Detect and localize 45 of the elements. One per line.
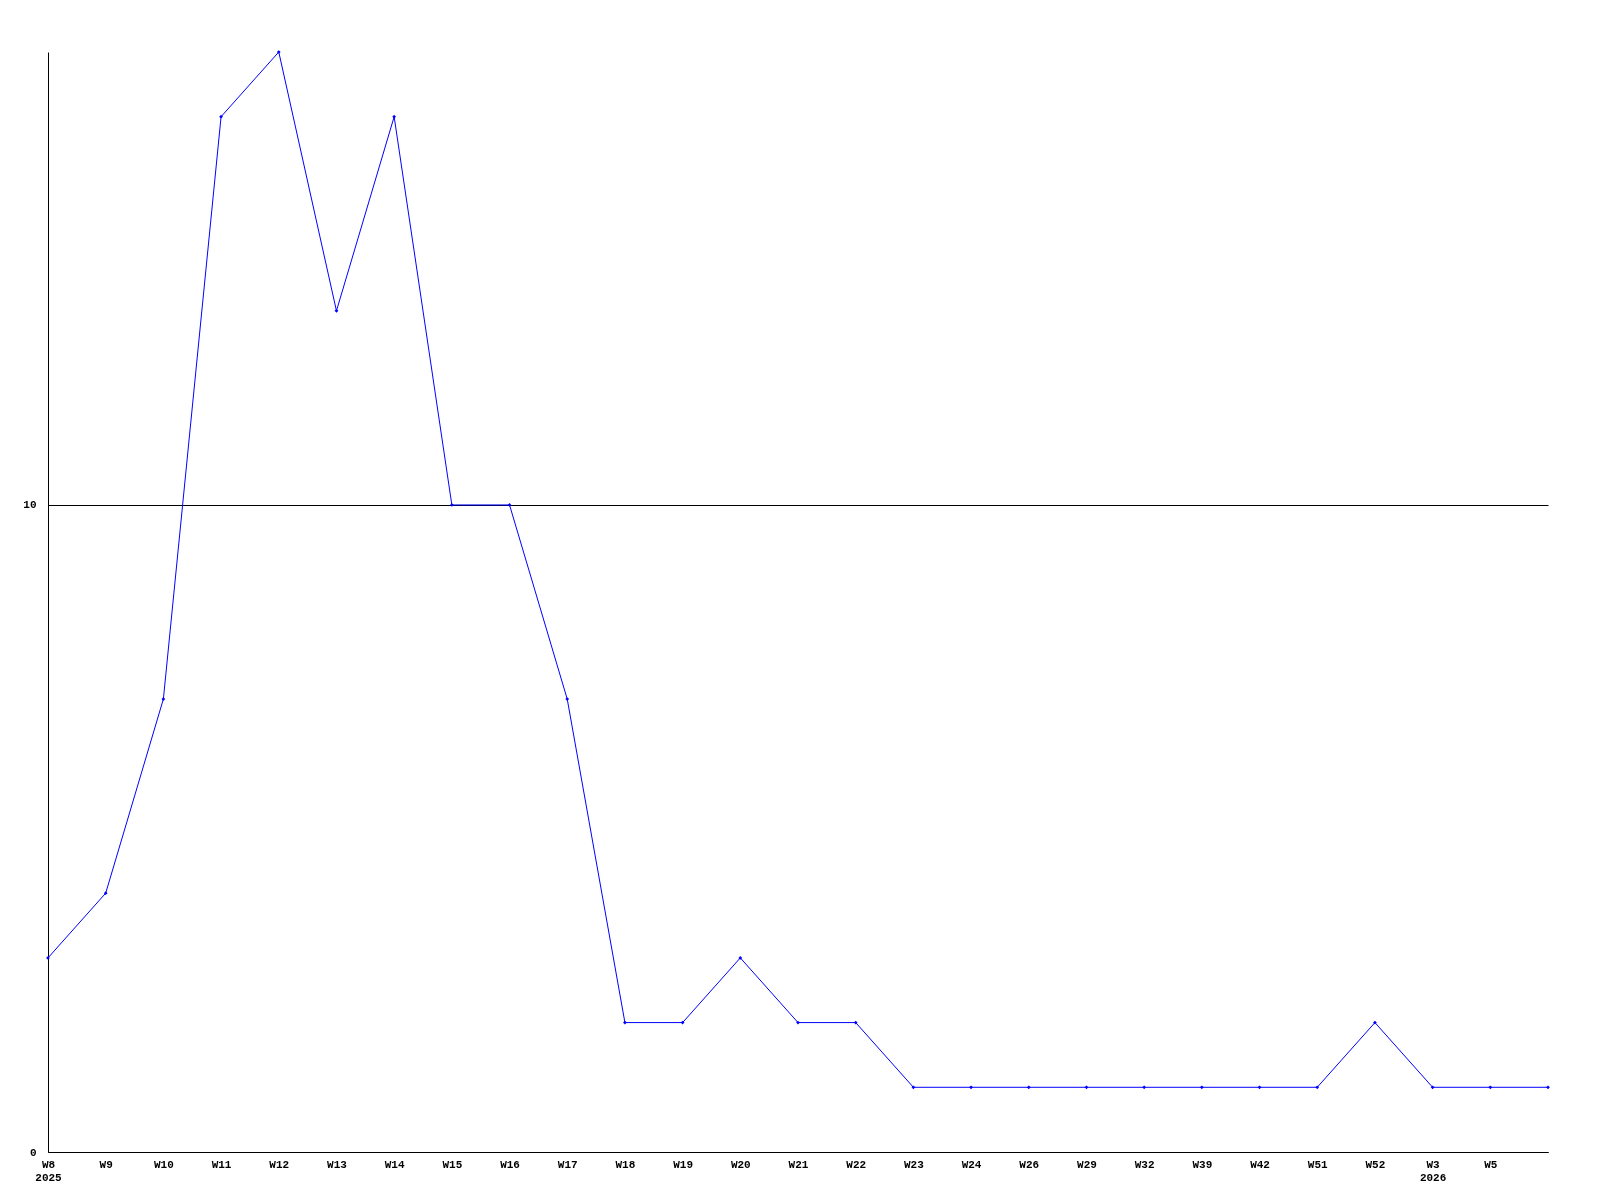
x-tick-label: W15 <box>442 1158 463 1171</box>
x-tick-label: W23 <box>903 1158 925 1171</box>
point <box>507 503 512 507</box>
point <box>1084 1085 1089 1090</box>
point <box>276 50 281 54</box>
y-tick-label: 10 <box>23 499 37 512</box>
x-tick-label: W32 <box>1134 1158 1155 1171</box>
x-tick-label: W10 <box>153 1158 174 1171</box>
point <box>1142 1085 1147 1090</box>
point <box>392 114 397 119</box>
point <box>161 697 166 701</box>
x-tick-label: W14 <box>384 1158 405 1171</box>
point <box>334 308 339 313</box>
x-tick-label: W39 <box>1192 1158 1213 1171</box>
point <box>969 1085 973 1090</box>
x-tick-label: W9 <box>99 1158 113 1171</box>
y-tick-label: 0 <box>29 1146 37 1159</box>
point <box>796 1020 800 1025</box>
x-tick-label: W42 <box>1250 1158 1270 1171</box>
x-tick-label: W26 <box>1019 1158 1040 1171</box>
point <box>738 956 743 960</box>
x-tick-label: W18 <box>615 1158 636 1171</box>
x-tick-label: W24 <box>961 1158 982 1171</box>
x-tick-label: W52 <box>1365 1158 1386 1171</box>
x-tick-label: W12 <box>269 1158 290 1171</box>
x-tick-label: W51 <box>1307 1158 1329 1171</box>
point <box>1373 1020 1377 1025</box>
point <box>219 114 223 119</box>
x-tick-label: W11 <box>211 1158 232 1171</box>
point <box>1546 1085 1550 1090</box>
x-tick-label: W21 <box>788 1158 809 1171</box>
point <box>103 891 108 896</box>
x-tick-label: W20 <box>730 1158 751 1171</box>
x-tick-label: W3 2026 <box>1419 1158 1447 1184</box>
x-tick-label: W16 <box>500 1158 520 1171</box>
x-tick-label: W19 <box>673 1158 694 1171</box>
x-tick-label: W17 <box>557 1158 578 1171</box>
point <box>623 1020 627 1025</box>
x-tick-label: W13 <box>327 1158 348 1171</box>
point <box>565 697 570 701</box>
x-tick-label: W8 2025 <box>35 1158 63 1184</box>
x-tick-label: W5 <box>1484 1158 1498 1171</box>
point <box>1257 1085 1262 1090</box>
x-tick-label: W29 <box>1077 1158 1097 1171</box>
x-tick-label: W22 <box>846 1158 867 1171</box>
